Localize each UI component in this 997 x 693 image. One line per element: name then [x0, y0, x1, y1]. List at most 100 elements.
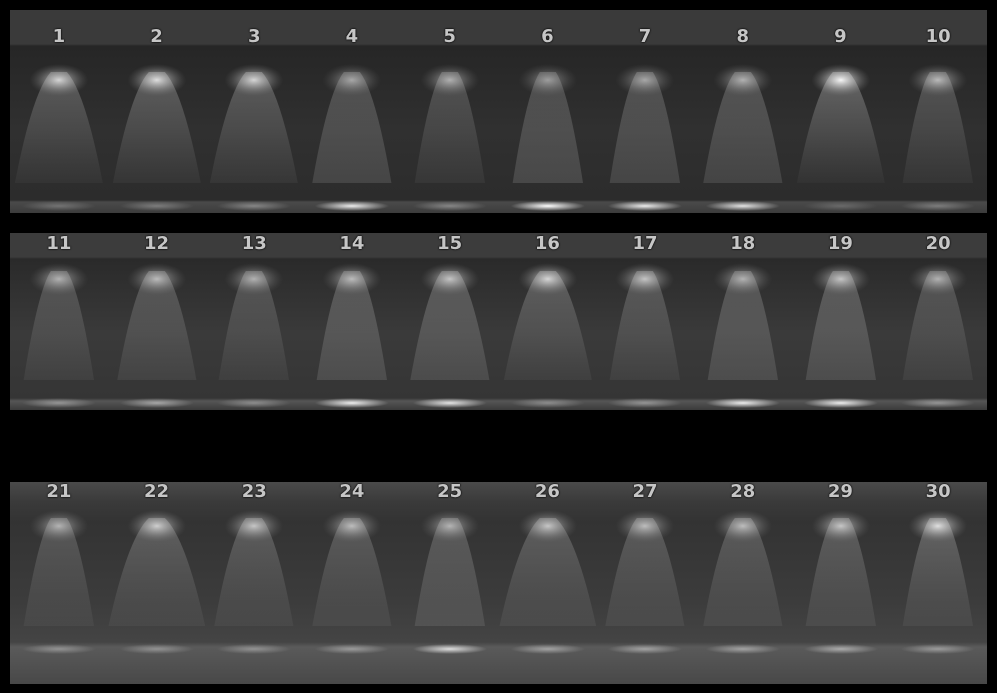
light-number: 29 [827, 482, 853, 502]
light-tile: 3 [205, 10, 303, 213]
light-beam [116, 263, 197, 408]
light-hotspot [908, 263, 968, 295]
light-beam [498, 510, 596, 654]
light-hotspot [420, 510, 479, 542]
light-hotspot [615, 510, 675, 542]
light-number: 9 [834, 26, 847, 47]
light-beam [803, 510, 878, 654]
light-cone [108, 518, 205, 626]
light-beam [503, 263, 592, 408]
light-cone [605, 518, 685, 626]
light-number: 26 [534, 482, 560, 502]
light-hotspot [615, 263, 675, 295]
floor-pool [803, 644, 878, 654]
light-beam [605, 510, 685, 654]
light-number: 11 [46, 233, 72, 254]
floor-pool [412, 398, 487, 408]
light-tile: 9 [792, 10, 890, 213]
light-number: 14 [339, 233, 365, 254]
light-tile: 19 [792, 233, 890, 410]
light-tile: 6 [499, 10, 597, 213]
light-number: 23 [241, 482, 267, 502]
light-hotspot [127, 64, 186, 96]
floor-pool [119, 398, 194, 408]
light-number: 24 [339, 482, 365, 502]
light-hotspot [29, 263, 89, 295]
light-beam [901, 64, 976, 211]
light-hotspot [127, 510, 186, 542]
light-beam [312, 510, 392, 654]
light-beam [210, 64, 299, 211]
light-cone [796, 72, 885, 183]
light-beam [21, 510, 96, 654]
light-beam [21, 263, 96, 408]
light-tile: 26 [498, 482, 597, 684]
light-cone [805, 271, 876, 380]
floor-pool [314, 201, 390, 211]
light-beam [214, 510, 294, 654]
light-beam [705, 263, 780, 408]
light-cone [316, 271, 388, 380]
floor-pool [901, 398, 976, 408]
light-hotspot [224, 510, 284, 542]
light-cone [902, 72, 974, 183]
light-beam [901, 510, 976, 654]
light-tile: 8 [694, 10, 792, 213]
light-hotspot [420, 263, 479, 295]
light-beam [314, 263, 390, 408]
light-beam [410, 263, 490, 408]
light-cone [414, 72, 485, 183]
light-hotspot [615, 64, 675, 96]
light-tile: 12 [108, 233, 206, 410]
light-hotspot [518, 64, 577, 96]
floor-pool [705, 201, 780, 211]
light-beam [14, 64, 103, 211]
light-tile: 10 [889, 10, 987, 213]
light-tile: 25 [401, 482, 499, 684]
light-cone [23, 271, 95, 380]
light-hotspot [713, 510, 773, 542]
light-tile: 22 [108, 482, 206, 684]
light-number: 12 [144, 233, 170, 254]
light-cone [805, 518, 876, 626]
light-hotspot [811, 263, 870, 295]
light-cone [609, 72, 681, 183]
light-number: 10 [925, 26, 951, 47]
light-number: 21 [46, 482, 72, 502]
floor-pool [217, 398, 292, 408]
light-number: 19 [827, 233, 853, 254]
light-number: 1 [52, 26, 66, 47]
floor-pool [607, 644, 683, 654]
light-beam [108, 510, 205, 654]
light-number: 25 [437, 482, 463, 502]
light-number: 16 [534, 233, 560, 254]
light-hotspot [127, 263, 186, 295]
light-cone [703, 72, 783, 183]
light-number: 28 [730, 482, 756, 502]
light-beam [112, 64, 201, 211]
light-number: 22 [144, 482, 170, 502]
light-number: 7 [638, 26, 652, 47]
light-tile: 11 [10, 233, 108, 410]
light-number: 2 [150, 26, 163, 47]
light-cone [707, 271, 778, 380]
light-tile: 23 [205, 482, 303, 684]
light-number: 4 [345, 26, 359, 47]
light-tile: 16 [499, 233, 597, 410]
light-beam [312, 64, 392, 211]
light-cone [219, 271, 290, 380]
light-cone [210, 72, 299, 183]
light-number: 6 [541, 26, 554, 47]
floor-pool [314, 398, 390, 408]
light-tile: 2 [108, 10, 206, 213]
light-beam [703, 64, 783, 211]
floor-pool [119, 201, 194, 211]
light-hotspot [224, 64, 284, 96]
light-number: 5 [443, 26, 456, 47]
light-hotspot [811, 510, 870, 542]
light-cone [410, 271, 490, 380]
light-cone [112, 72, 201, 183]
light-tile: 20 [889, 233, 987, 410]
floor-pool [607, 398, 683, 408]
light-hotspot [713, 263, 773, 295]
